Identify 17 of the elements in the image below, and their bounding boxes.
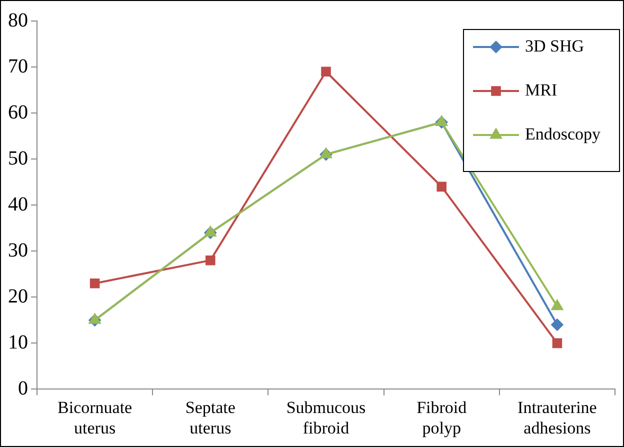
y-tick-label: 30 xyxy=(8,239,28,262)
legend-label: Endoscopy xyxy=(525,124,602,144)
x-tick-label: Bicornuate uterus xyxy=(58,398,132,438)
y-tick-label: 80 xyxy=(8,9,28,32)
y-tick-label: 60 xyxy=(8,101,28,124)
legend-label: MRI xyxy=(525,80,558,100)
y-tick-label: 40 xyxy=(8,193,28,216)
x-tick-label: Fibroid polyp xyxy=(416,398,468,438)
x-tick-label: Submucous fibroid xyxy=(286,398,366,438)
x-tick-label: Intrauterine adhesions xyxy=(518,398,597,438)
legend-label: 3D SHG xyxy=(525,36,584,56)
y-tick-label: 10 xyxy=(8,331,28,354)
x-tick-label: Septate uterus xyxy=(185,398,236,438)
y-tick-label: 50 xyxy=(8,147,28,170)
y-tick-label: 0 xyxy=(18,377,28,400)
y-tick-label: 20 xyxy=(8,285,28,308)
y-tick-label: 70 xyxy=(8,55,28,78)
